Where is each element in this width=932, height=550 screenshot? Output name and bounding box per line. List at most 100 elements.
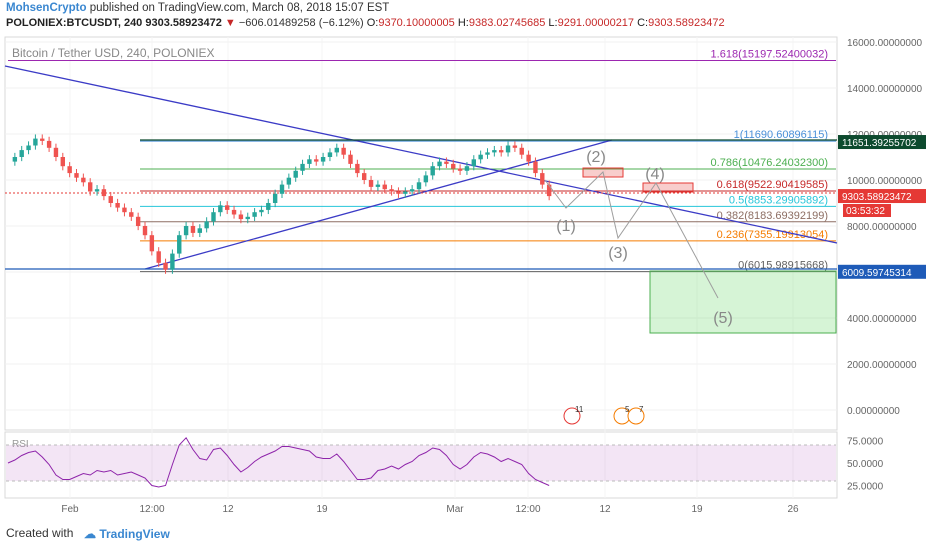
wave-label: (1) — [556, 218, 576, 235]
descending-trendline[interactable] — [4, 65, 838, 244]
candle-body — [512, 145, 518, 148]
candle-body — [108, 196, 113, 203]
x-tick-label: 19 — [316, 504, 328, 515]
candle-body — [286, 177, 292, 185]
wave-label: (5) — [713, 310, 733, 327]
event-badge-icon[interactable] — [563, 407, 581, 425]
candle-body — [430, 166, 435, 176]
price-change: −606.01489258 (−6.12%) — [238, 17, 364, 29]
published-text: published on TradingView.com, March 08, … — [89, 2, 390, 14]
candle-body — [170, 253, 175, 270]
candle-body — [293, 170, 298, 178]
candle-body — [272, 193, 278, 203]
candle-body — [519, 147, 524, 155]
candle-body — [478, 154, 483, 160]
y-tick-label: 4000.00000000 — [847, 314, 917, 325]
x-tick-label: 12:00 — [139, 504, 164, 515]
x-tick-label: Feb — [61, 504, 79, 515]
price-tag-label: 9303.58923472 — [842, 192, 912, 203]
candle-body — [88, 182, 93, 192]
fib-level-label: 1.618(15197.52400032) — [711, 48, 828, 60]
publish-header: MohsenCrypto published on TradingView.co… — [6, 2, 389, 14]
candle-body — [409, 189, 415, 192]
candle-body — [396, 191, 401, 194]
y-tick-label: 10000.00000000 — [847, 176, 923, 187]
target-zone-box[interactable] — [649, 270, 837, 334]
price-tag — [838, 135, 926, 150]
event-badge-icon[interactable] — [627, 407, 645, 425]
low-value: 9291.00000217 — [557, 17, 635, 29]
candle-body — [231, 209, 237, 215]
candle-body — [499, 150, 504, 153]
fib-level-label: 0.618(9522.90419585) — [717, 179, 828, 191]
candle-body — [485, 152, 490, 155]
candle-body — [190, 226, 196, 233]
candle-body — [94, 189, 100, 192]
wave-projection-path[interactable] — [544, 171, 719, 299]
candle-body — [142, 226, 148, 236]
candle-body — [314, 159, 319, 162]
candle-body — [327, 152, 333, 157]
rsi-pane[interactable] — [4, 431, 838, 499]
y-tick-label: 16000.00000000 — [847, 38, 923, 49]
x-tick-label: 12:00 — [515, 504, 540, 515]
candle-body — [362, 173, 367, 180]
close-label: C: — [637, 17, 649, 29]
candle-body — [40, 138, 45, 141]
candle-body — [46, 140, 52, 148]
candle-body — [101, 189, 107, 197]
candle-body — [33, 138, 38, 146]
footer-created-with: Created with — [6, 526, 74, 540]
candle-body — [60, 157, 65, 167]
x-tick-label: 19 — [691, 504, 703, 515]
down-arrow-icon: ▼ — [224, 17, 236, 29]
high-label: H: — [457, 17, 469, 29]
candle-body — [471, 159, 476, 167]
low-label: L: — [548, 17, 558, 29]
fib-level-label: 0.382(8183.69392199) — [717, 210, 828, 222]
candle-body — [300, 163, 305, 171]
candle-body — [245, 216, 250, 220]
resistance-zone-box[interactable] — [642, 182, 694, 193]
price-tag — [838, 189, 926, 204]
candle-body — [259, 209, 264, 213]
x-tick-label: 12 — [599, 504, 611, 515]
candle-body — [355, 163, 360, 174]
candle-body — [457, 168, 463, 171]
ohlc-header: POLONIEX:BTCUSDT, 240 9303.58923472 ▼ −6… — [6, 17, 725, 29]
candle-body — [183, 226, 189, 236]
symbol-label: POLONIEX:BTCUSDT, 240 — [6, 17, 143, 29]
rsi-tick-label: 75.0000 — [847, 437, 884, 448]
fib-level-label: 0.236(7355.19913054) — [717, 229, 828, 241]
fib-level-label: 0.5(8853.29905892) — [729, 194, 828, 206]
price-tag-label: 11651.39255702 — [842, 138, 917, 149]
candle-body — [53, 147, 59, 157]
candle-body — [423, 175, 429, 183]
candle-body — [341, 147, 346, 155]
candle-body — [177, 235, 182, 254]
main-pane[interactable] — [4, 36, 838, 431]
candle-body — [279, 184, 285, 194]
rsi-band — [6, 445, 836, 481]
candle-body — [368, 180, 374, 187]
candle-body — [19, 150, 24, 157]
candle-body — [348, 154, 353, 164]
tradingview-logo[interactable]: ☁ TradingView — [84, 527, 170, 541]
candle-body — [464, 166, 470, 171]
candle-body — [451, 163, 456, 169]
open-label: O: — [366, 17, 379, 29]
y-tick-label: 8000.00000000 — [847, 222, 917, 233]
author-name[interactable]: MohsenCrypto — [6, 2, 87, 14]
candle-body — [307, 159, 312, 164]
candle-body — [225, 205, 230, 210]
candle-body — [334, 147, 339, 153]
ascending-trendline[interactable] — [144, 139, 613, 270]
candle-body — [320, 157, 326, 162]
candle-body — [389, 189, 394, 192]
candle-body — [129, 212, 134, 217]
open-value: 9370.10000005 — [378, 17, 455, 29]
candle-body — [163, 262, 168, 270]
candle-body — [526, 154, 531, 162]
candle-body — [122, 207, 127, 213]
